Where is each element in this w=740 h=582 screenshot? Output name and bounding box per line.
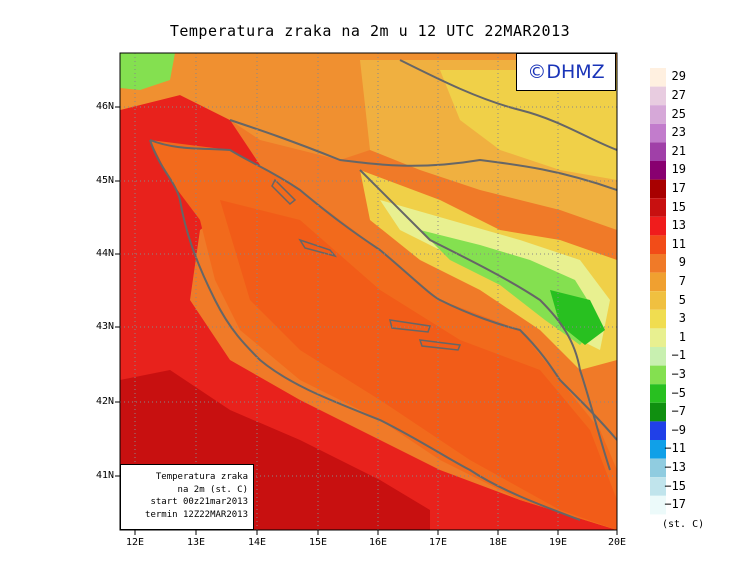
legend-label: −17 bbox=[664, 497, 686, 512]
info-line: na 2m (st. C) bbox=[177, 484, 248, 495]
legend-swatch bbox=[650, 216, 666, 236]
lon-label: 13E bbox=[186, 537, 206, 548]
lon-label: 12E bbox=[125, 537, 145, 548]
legend-label: 21 bbox=[671, 143, 686, 158]
legend-label: 27 bbox=[671, 87, 686, 102]
legend-unit: (st. C) bbox=[662, 519, 705, 530]
legend-label: −5 bbox=[671, 385, 686, 400]
legend-swatch bbox=[650, 198, 666, 217]
legend-swatch bbox=[650, 68, 666, 87]
sea-warm-core bbox=[220, 200, 617, 530]
mountain-green-core bbox=[550, 290, 605, 345]
lon-label: 15E bbox=[308, 537, 328, 548]
legend-label: 9 bbox=[678, 255, 686, 270]
lon-label: 18E bbox=[488, 537, 508, 548]
legend-swatch bbox=[650, 458, 666, 478]
legend-label: −9 bbox=[671, 422, 686, 437]
legend-label: 23 bbox=[671, 125, 686, 140]
lat-label: 41N bbox=[95, 470, 114, 481]
legend-label: −15 bbox=[664, 478, 686, 493]
map-title: Temperatura zraka na 2m u 12 UTC 22MAR20… bbox=[169, 22, 571, 40]
legend-label: 11 bbox=[671, 236, 686, 251]
legend-swatch bbox=[650, 328, 666, 347]
border-line bbox=[399, 59, 617, 151]
legend-swatch bbox=[650, 347, 666, 366]
legend-label: −1 bbox=[671, 348, 686, 363]
island bbox=[388, 319, 431, 333]
info-line: Temperatura zraka bbox=[155, 472, 248, 482]
axis-ticks bbox=[115, 106, 618, 535]
legend-label: 3 bbox=[678, 311, 686, 326]
legend-label: 15 bbox=[671, 199, 686, 214]
legend-label: 19 bbox=[671, 162, 686, 177]
lon-label: 14E bbox=[247, 537, 267, 548]
legend-label: 5 bbox=[678, 292, 686, 307]
alps-green bbox=[120, 53, 175, 90]
island bbox=[298, 238, 338, 258]
lat-label: 44N bbox=[95, 248, 114, 259]
legend-swatch bbox=[650, 421, 666, 440]
gridlines bbox=[120, 53, 617, 530]
island bbox=[418, 339, 462, 351]
legend-label: −7 bbox=[671, 404, 686, 419]
lat-label: 43N bbox=[95, 321, 114, 332]
legend-swatch bbox=[650, 105, 666, 124]
lat-label: 45N bbox=[95, 175, 114, 186]
lon-label: 20E bbox=[607, 537, 627, 548]
legend-label: −11 bbox=[664, 441, 686, 456]
legend-swatch bbox=[650, 402, 666, 422]
legend-swatch bbox=[650, 161, 666, 180]
legend-swatch bbox=[650, 142, 666, 161]
coastline bbox=[149, 139, 617, 441]
legend-label: 13 bbox=[671, 218, 686, 233]
legend-swatch bbox=[650, 477, 666, 496]
lon-label: 19E bbox=[548, 537, 568, 548]
legend-label: −13 bbox=[664, 459, 686, 474]
italy-coast bbox=[149, 139, 581, 521]
legend-swatch bbox=[650, 291, 666, 310]
border-line bbox=[229, 119, 617, 191]
info-line: termin 12Z22MAR2013 bbox=[145, 509, 248, 520]
legend-label: 25 bbox=[671, 106, 686, 121]
legend-swatch bbox=[650, 309, 666, 329]
info-line: start 00z21mar2013 bbox=[150, 497, 248, 507]
island bbox=[271, 178, 297, 206]
legend-swatch bbox=[650, 440, 666, 459]
legend-swatch bbox=[650, 123, 666, 143]
legend-swatch bbox=[650, 254, 666, 273]
lat-label: 42N bbox=[95, 396, 114, 407]
legend-swatch bbox=[650, 179, 666, 199]
info-box: Temperatura zraka na 2m (st. C) start 00… bbox=[120, 464, 254, 530]
legend-swatch bbox=[650, 272, 666, 292]
legend-swatch bbox=[650, 86, 666, 106]
plot-frame bbox=[119, 52, 618, 531]
legend-label: 17 bbox=[671, 180, 686, 195]
legend-label: −3 bbox=[671, 366, 686, 381]
legend-label: 7 bbox=[678, 273, 686, 288]
legend-swatch bbox=[650, 495, 666, 515]
lon-label: 17E bbox=[428, 537, 448, 548]
legend-swatch bbox=[650, 365, 666, 385]
lat-label: 46N bbox=[95, 101, 114, 112]
lon-label: 16E bbox=[368, 537, 388, 548]
legend-label: 1 bbox=[678, 329, 686, 344]
legend-swatch bbox=[650, 384, 666, 403]
border-line bbox=[359, 169, 611, 471]
legend-swatch bbox=[650, 235, 666, 254]
dhmz-logo: ©DHMZ bbox=[516, 53, 616, 91]
legend-colorbar bbox=[650, 68, 666, 515]
pannonian-cooler bbox=[440, 70, 617, 180]
legend-label: 29 bbox=[671, 69, 686, 84]
